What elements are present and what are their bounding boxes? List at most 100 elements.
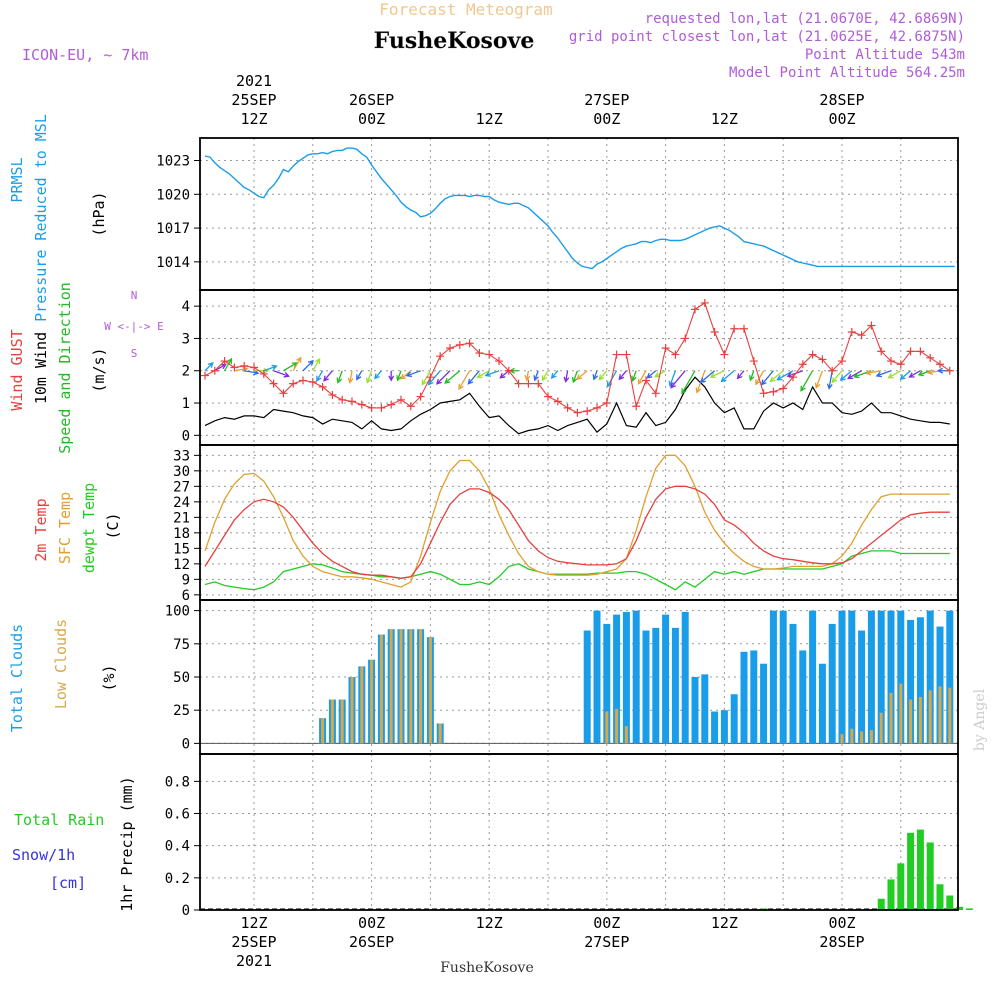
wind-arrow-head (316, 375, 322, 382)
total-cloud-bar (769, 610, 777, 744)
y-tick-label: 0.8 (165, 774, 190, 790)
total-cloud-bar (897, 610, 905, 744)
wind-direction-arrow (396, 370, 402, 381)
wind-direction-arrow (349, 370, 353, 383)
y-tick-label: 25 (173, 703, 190, 719)
wind-arrow-head (926, 369, 934, 376)
wind-gust-marker (700, 298, 709, 307)
wind-arrow-head (271, 364, 278, 371)
top-time-label: 2021 (236, 72, 272, 90)
bottom-time-label: 00Z (358, 914, 385, 932)
bottom-time-label: 28SEP (819, 933, 864, 951)
wind-direction-arrow (710, 370, 725, 378)
wind-gust-marker (210, 366, 219, 375)
wind-arrow-head (936, 367, 943, 374)
total-cloud-bar (632, 610, 640, 744)
wind-gust-marker (475, 348, 484, 357)
wind-gust-marker (504, 366, 513, 375)
bottom-time-label: 00Z (828, 914, 855, 932)
sfc-temp-label: SFC Temp (56, 492, 74, 564)
wind-arrow-head (776, 375, 783, 381)
panel-frame (199, 753, 959, 911)
y-tick-label: 1 (182, 396, 190, 412)
wind-direction-arrow (755, 370, 765, 385)
y-tick-label: 1014 (156, 255, 190, 271)
low-cloud-bar (879, 712, 883, 744)
wind-arrow-head (887, 373, 894, 379)
low-clouds-label: Low Clouds (52, 619, 70, 709)
wind-arrow-head (899, 374, 906, 380)
total-cloud-bar (691, 677, 699, 744)
wind-direction-arrow (637, 370, 647, 385)
wind-direction-arrow (670, 370, 686, 388)
wind-direction-arrow (485, 370, 500, 377)
top-time-label: 00Z (593, 110, 620, 128)
low-cloud-bar (948, 687, 952, 744)
top-time-label: 25SEP (231, 91, 276, 109)
wind-arrow-head (427, 379, 434, 386)
wind-direction-arrow (761, 370, 774, 385)
low-cloud-bar (330, 699, 334, 744)
y-tick-label: 15 (173, 541, 190, 557)
low-cloud-bar (399, 629, 403, 744)
low-cloud-bar (899, 683, 903, 744)
wind-direction-arrow (204, 362, 214, 372)
y-tick-label: 30 (173, 464, 190, 480)
low-cloud-bar (438, 723, 442, 744)
wind-arrow-head (646, 372, 653, 379)
requested-coords: requested lon,lat (21.0670E, 42.6869N) (645, 11, 965, 27)
wind-gust-marker (406, 402, 415, 411)
y-tick-label: 24 (173, 495, 190, 511)
wind-arrow-head (356, 374, 362, 381)
wind-gust-marker (220, 357, 229, 366)
wind-arrow-head (220, 363, 227, 370)
wind-direction-arrow (749, 370, 755, 381)
total-cloud-bar (818, 663, 826, 744)
wind-gust-marker (524, 379, 533, 388)
wind-gust-marker (661, 344, 670, 353)
rain-bar (965, 908, 973, 910)
wind-arrow-head (720, 376, 727, 383)
wind-gust-marker (377, 403, 386, 412)
total-cloud-bar (779, 610, 787, 744)
compass-north: N (131, 289, 138, 302)
wind-arrow-head (444, 378, 451, 384)
low-cloud-bar (928, 690, 932, 744)
wind-arrow-head (826, 383, 833, 390)
total-cloud-bar (799, 650, 807, 744)
wind-arrow-head (695, 387, 702, 394)
clouds-unit-label: (%) (100, 664, 118, 691)
low-cloud-bar (938, 686, 942, 744)
wind-gust-marker (299, 376, 307, 385)
wind-gust-marker (573, 408, 582, 417)
low-cloud-bar (379, 634, 383, 744)
wind-gust-label: Wind GUST (8, 329, 26, 410)
y-tick-label: 50 (173, 670, 190, 686)
wind-arrow-head (736, 373, 743, 380)
low-cloud-bar (615, 708, 619, 744)
wind-direction-arrow (572, 370, 579, 383)
top-time-label: 12Z (711, 110, 738, 128)
wind-gust-marker (642, 376, 650, 385)
wind-gust-marker (877, 347, 886, 356)
wind-direction-arrow (366, 370, 373, 383)
wind-arrow-head (400, 373, 407, 380)
wind-gust-marker (818, 355, 827, 364)
low-cloud-bar (860, 731, 864, 744)
wind-direction-arrow (551, 370, 559, 379)
total-cloud-bar (809, 610, 817, 744)
wind-gust-marker (789, 373, 797, 382)
rain-bar (907, 832, 915, 910)
wind-direction-arrow (737, 370, 745, 379)
top-time-label: 12Z (240, 110, 267, 128)
y-tick-label: 2 (182, 364, 190, 380)
wind-arrow-head (839, 375, 846, 381)
low-cloud-bar (419, 629, 423, 744)
low-cloud-bar (840, 734, 844, 744)
wind-arrow-head (405, 371, 413, 378)
wind-gust-marker (828, 366, 837, 375)
